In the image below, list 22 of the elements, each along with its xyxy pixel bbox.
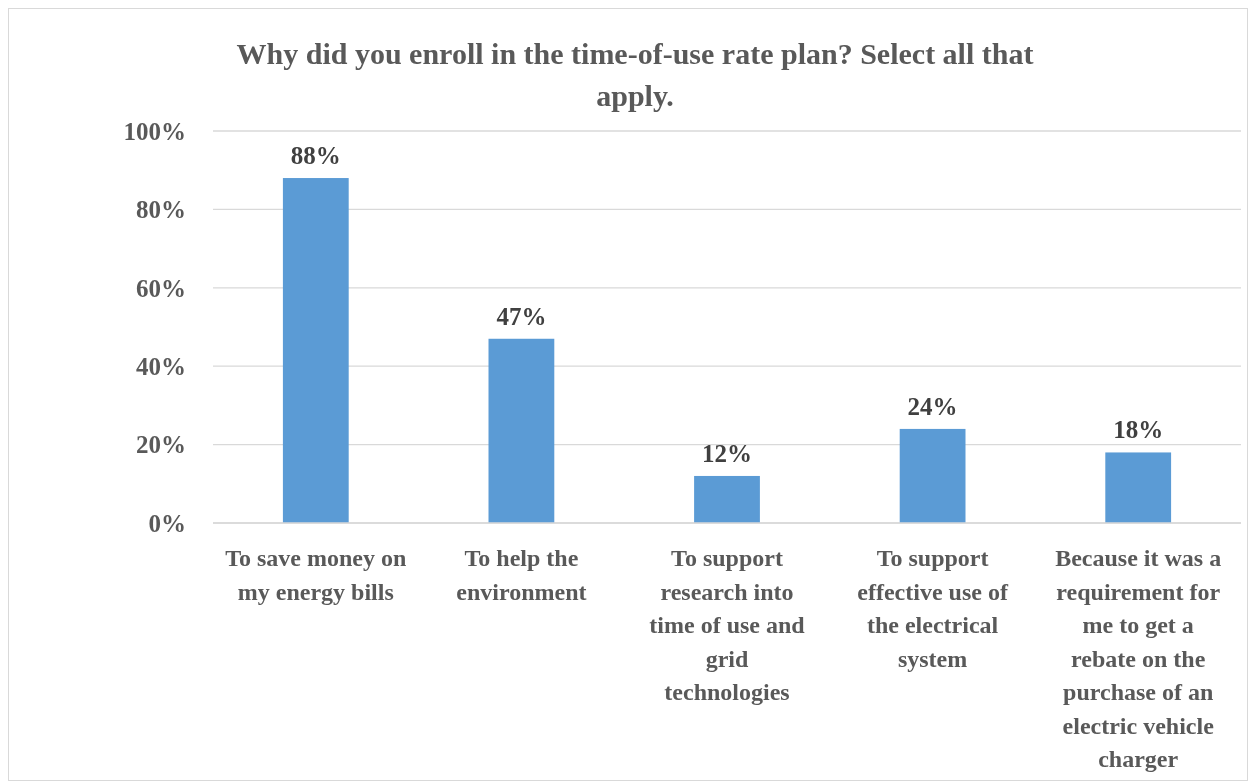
bar [488, 338, 555, 523]
x-tick-label: To save money on my energy bills [225, 545, 407, 605]
y-tick-label: 20% [136, 431, 186, 459]
data-label: 24% [907, 392, 958, 420]
y-tick-label: 80% [136, 196, 186, 224]
data-label: 88% [290, 142, 341, 170]
x-tick-label: To support effective use of the electrical system [857, 545, 1009, 672]
data-label: 47% [496, 302, 547, 330]
y-tick-label: 100% [123, 117, 186, 145]
chart-title: Why did you enroll in the time-of-use rate plan? Select all that apply. [236, 37, 1034, 112]
data-label: 18% [1113, 416, 1164, 444]
data-label: 12% [702, 439, 752, 467]
x-tick-label: To help the environment [456, 545, 587, 605]
bar [1105, 452, 1172, 523]
y-tick-label: 0% [148, 509, 186, 537]
bar [694, 475, 760, 523]
x-tick-label: Because it was a requirement for me to get a rebate on the purchase of an electric vehicle charger [1055, 545, 1222, 772]
y-tick-label: 60% [136, 274, 186, 302]
x-tick-label: To support research into time of use and grid technologies [649, 545, 806, 705]
bar [899, 428, 966, 523]
bar [282, 178, 349, 523]
y-tick-label: 40% [136, 352, 186, 380]
